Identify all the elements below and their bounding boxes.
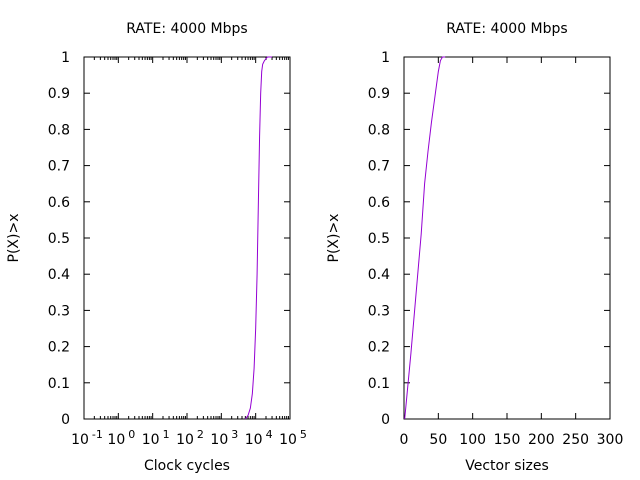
plot-frame	[403, 56, 611, 420]
y-tick-label: 0.1	[368, 376, 390, 392]
x-tick-label: 200	[528, 432, 555, 448]
y-tick-label: 0.8	[48, 122, 70, 138]
y-tick-label: 0.7	[48, 159, 70, 175]
chart-title: RATE: 4000 Mbps	[446, 21, 567, 37]
y-tick-label: 0.4	[368, 267, 390, 283]
y-axis-label: P(X)>x	[326, 214, 342, 263]
x-tick-label: 250	[562, 432, 589, 448]
x-tick-label: 10 1	[142, 428, 170, 448]
cdf-series-line	[404, 56, 446, 420]
y-tick-label: 0.8	[368, 122, 390, 138]
y-tick-label: 0.2	[48, 340, 70, 356]
plot-frame	[83, 56, 291, 420]
y-tick-label: 0.7	[368, 159, 390, 175]
x-tick-label: 150	[494, 432, 521, 448]
x-tick-label: 10 5	[279, 428, 307, 448]
cdf-series-line	[244, 56, 273, 420]
right-chart-vector-sizes: RATE: 4000 Mbps 0 0.1 0.2 0.3 0.4 0.5 0.6 0.7 0.8…	[326, 21, 623, 474]
x-tick-label: 0	[400, 432, 409, 448]
x-tick-label: 10 3	[210, 428, 238, 448]
x-axis-label: Vector sizes	[465, 458, 549, 474]
y-tick-label: 0.3	[368, 303, 390, 319]
y-tick-label: 0.1	[48, 376, 70, 392]
y-tick-label: 0	[61, 412, 70, 428]
y-tick-label: 0.6	[368, 195, 390, 211]
y-tick-label: 0.4	[48, 267, 70, 283]
y-tick-label: 1	[61, 50, 70, 66]
left-chart-clock-cycles: RATE: 4000 Mbps 0 0.1 0.2 0.3 0.4 0.5 0.6 0.7 0.8…	[6, 21, 307, 474]
x-tick-label: 100	[459, 432, 486, 448]
x-tick-label: 10 2	[176, 428, 204, 448]
y-tick-label: 0.5	[48, 231, 70, 247]
y-tick-label: 0.9	[368, 86, 390, 102]
y-axis-label: P(X)>x	[6, 214, 22, 263]
x-tick-label: 10 4	[245, 428, 273, 448]
y-tick-label: 0.6	[48, 195, 70, 211]
y-tick-label: 1	[381, 50, 390, 66]
x-tick-label: 50	[429, 432, 447, 448]
y-tick-label: 0.5	[368, 231, 390, 247]
y-tick-label: 0.3	[48, 303, 70, 319]
y-tick-label: 0.9	[48, 86, 70, 102]
chart-title: RATE: 4000 Mbps	[126, 21, 247, 37]
x-tick-label: 300	[597, 432, 624, 448]
y-tick-label: 0	[381, 412, 390, 428]
x-axis-label: Clock cycles	[144, 458, 230, 474]
x-tick-label: 10 -1	[71, 428, 103, 448]
y-tick-label: 0.2	[368, 340, 390, 356]
